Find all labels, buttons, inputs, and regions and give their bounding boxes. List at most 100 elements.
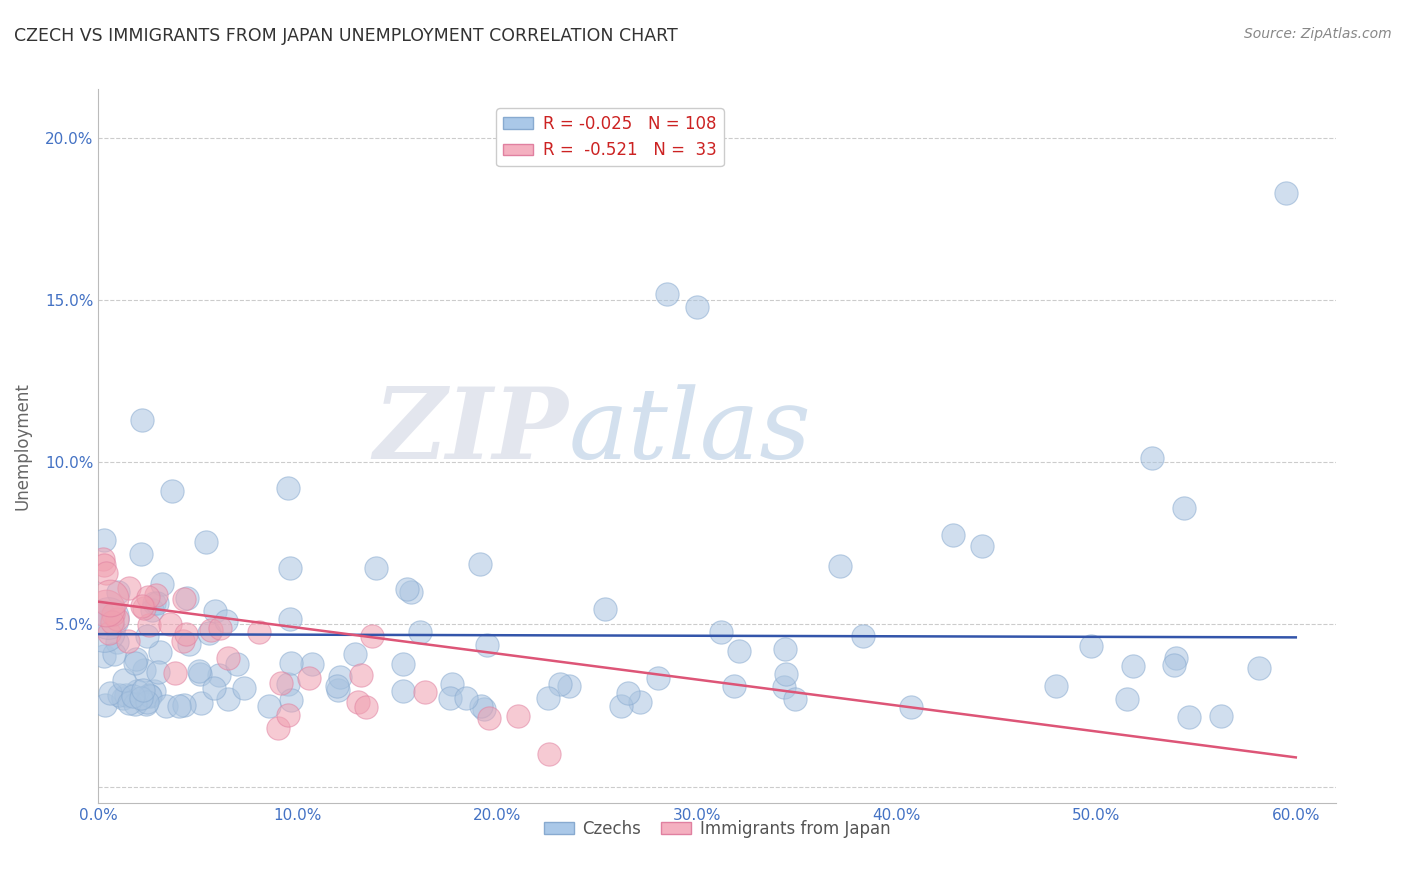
Point <box>190 697 212 711</box>
Point <box>188 667 211 681</box>
Point <box>142 684 165 698</box>
Point <box>1163 658 1185 673</box>
Point <box>301 657 323 671</box>
Point <box>354 699 377 714</box>
Point <box>727 644 749 658</box>
Point <box>277 708 299 723</box>
Point <box>548 677 571 691</box>
Point <box>361 629 384 643</box>
Point <box>1249 661 1271 675</box>
Point <box>149 645 172 659</box>
Point <box>399 585 422 599</box>
Point <box>257 698 280 713</box>
Point <box>470 557 492 571</box>
Point <box>628 695 651 709</box>
Point <box>647 671 669 685</box>
Point <box>723 679 745 693</box>
Point <box>208 668 231 682</box>
Point <box>118 581 141 595</box>
Point <box>138 617 160 632</box>
Point <box>122 690 145 704</box>
Point <box>108 688 131 702</box>
Point <box>125 684 148 698</box>
Point <box>508 708 530 723</box>
Point <box>105 635 128 649</box>
Point <box>1122 659 1144 673</box>
Point <box>136 591 159 605</box>
Point <box>439 691 461 706</box>
Point <box>93 624 115 638</box>
Point <box>124 697 146 711</box>
Point <box>179 637 201 651</box>
Point <box>1142 450 1164 465</box>
Point <box>830 558 852 573</box>
Point <box>441 677 464 691</box>
Point <box>146 665 169 680</box>
Point <box>135 695 157 709</box>
Point <box>159 616 181 631</box>
Point <box>93 533 115 547</box>
Point <box>478 711 501 725</box>
Point <box>278 612 301 626</box>
Point <box>326 682 349 697</box>
Point <box>226 657 249 672</box>
Point <box>1045 679 1067 693</box>
Point <box>167 698 190 713</box>
Point <box>413 685 436 699</box>
Point <box>232 681 254 695</box>
Point <box>93 558 115 572</box>
Point <box>537 690 560 705</box>
Point <box>215 614 238 628</box>
Point <box>165 665 187 680</box>
Point <box>107 585 129 599</box>
Point <box>94 698 117 713</box>
Point <box>1177 710 1199 724</box>
Point <box>277 481 299 495</box>
Point <box>98 686 121 700</box>
Point <box>132 600 155 615</box>
Point <box>1166 651 1188 665</box>
Point <box>136 630 159 644</box>
Point <box>135 697 157 711</box>
Point <box>204 604 226 618</box>
Point <box>1173 500 1195 515</box>
Point <box>124 656 146 670</box>
Point <box>970 539 993 553</box>
Point <box>138 689 160 703</box>
Point <box>558 679 581 693</box>
Point <box>475 638 498 652</box>
Point <box>187 664 209 678</box>
Point <box>132 682 155 697</box>
Point <box>93 648 115 663</box>
Point <box>537 747 560 761</box>
Point <box>131 599 153 613</box>
Point <box>145 588 167 602</box>
Point <box>710 625 733 640</box>
Point <box>198 625 221 640</box>
Point <box>142 596 165 610</box>
Point <box>129 547 152 561</box>
Point <box>298 671 321 685</box>
Point <box>176 591 198 605</box>
Point <box>276 677 298 691</box>
Point <box>280 657 302 671</box>
Point <box>217 650 239 665</box>
Point <box>112 673 135 687</box>
Point <box>124 652 146 666</box>
Point <box>280 693 302 707</box>
Point <box>91 606 114 620</box>
Point <box>616 686 638 700</box>
Legend: Czechs, Immigrants from Japan: Czechs, Immigrants from Japan <box>537 814 897 845</box>
Point <box>350 668 373 682</box>
Point <box>270 675 292 690</box>
Point <box>103 647 125 661</box>
Point <box>150 577 173 591</box>
Point <box>141 603 163 617</box>
Point <box>112 690 135 705</box>
Point <box>96 601 118 615</box>
Point <box>610 698 633 713</box>
Point <box>247 624 270 639</box>
Point <box>344 647 367 661</box>
Point <box>202 681 225 695</box>
Point <box>173 698 195 713</box>
